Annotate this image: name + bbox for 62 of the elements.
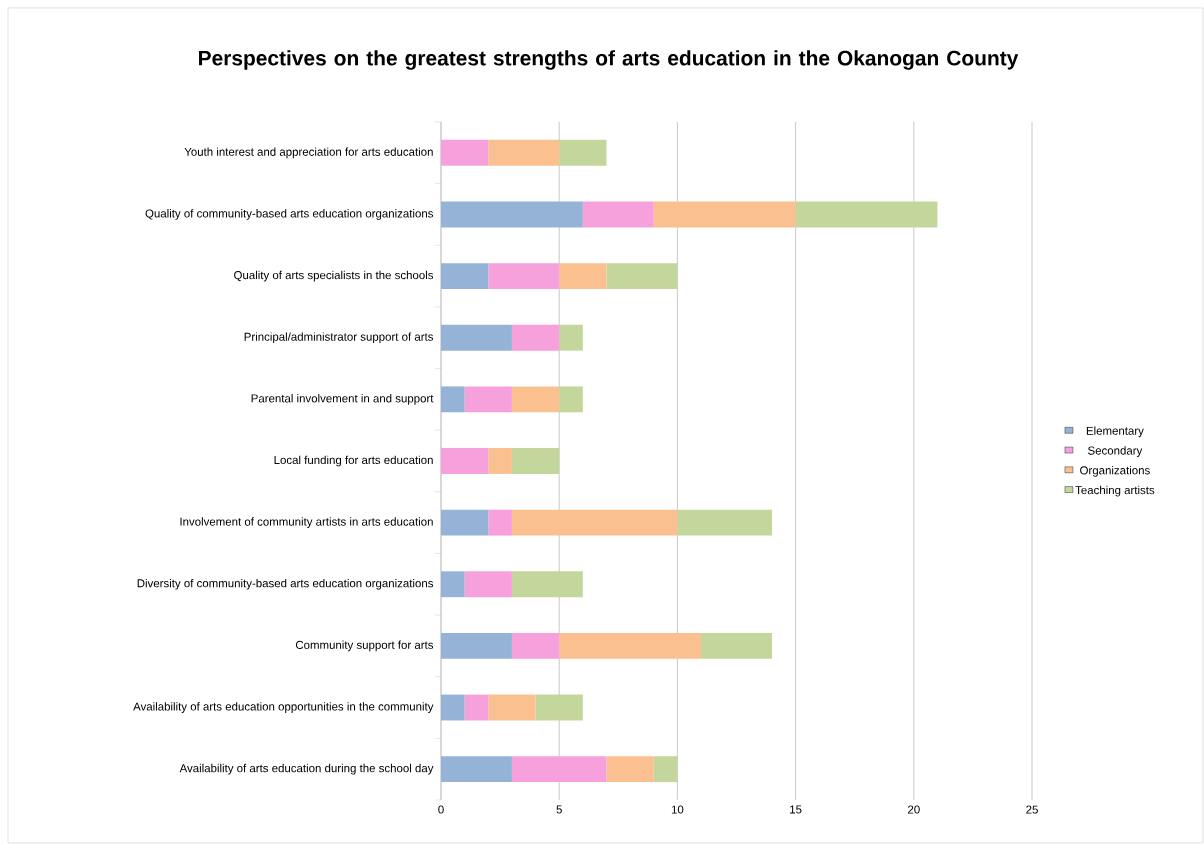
bar bbox=[511, 756, 607, 783]
bar bbox=[488, 448, 512, 474]
bar bbox=[606, 263, 678, 290]
y-tick-label: Parental involvement in and support bbox=[251, 394, 434, 405]
bar bbox=[441, 139, 489, 166]
bar bbox=[511, 509, 678, 536]
x-tick-label: 15 bbox=[790, 805, 802, 814]
y-tick-label: Community support for arts bbox=[295, 640, 434, 652]
bar bbox=[464, 386, 512, 413]
bar bbox=[559, 324, 583, 351]
y-tick-label: Involvement of community artists in arts education bbox=[180, 517, 433, 528]
bar bbox=[441, 263, 489, 290]
bar bbox=[441, 571, 465, 598]
y-tick-label: Availability of arts education opportunities in the community bbox=[133, 702, 434, 713]
bar bbox=[511, 571, 583, 598]
bar bbox=[511, 324, 560, 351]
bar bbox=[441, 756, 512, 783]
legend-label: Secondary bbox=[1088, 446, 1143, 457]
bar bbox=[559, 632, 702, 659]
bar bbox=[441, 386, 465, 413]
bar bbox=[441, 632, 512, 659]
bar bbox=[511, 632, 560, 659]
bar bbox=[511, 448, 560, 474]
x-tick-label: 10 bbox=[671, 805, 684, 814]
y-tick-label: Availability of arts education during the school day bbox=[179, 763, 434, 775]
legend-label: Elementary bbox=[1086, 426, 1144, 438]
bar bbox=[441, 324, 512, 351]
bar bbox=[701, 632, 772, 659]
bar bbox=[653, 201, 796, 228]
chart-title: Perspectives on the greatest strengths of arts education in the Okanogan County bbox=[199, 50, 1019, 70]
bar bbox=[488, 139, 560, 166]
bar bbox=[441, 509, 489, 536]
bar bbox=[677, 509, 772, 536]
legend-label: Organizations bbox=[1080, 465, 1150, 477]
bar bbox=[559, 139, 607, 166]
y-tick-label: Quality of arts specialists in the schools bbox=[234, 270, 434, 282]
bar bbox=[488, 694, 536, 721]
bar bbox=[559, 263, 607, 290]
y-tick-label: Principal/administrator support of arts bbox=[244, 332, 434, 344]
y-tick-label: Quality of community-based arts education organizations bbox=[145, 209, 434, 220]
bar bbox=[464, 571, 512, 598]
bar bbox=[653, 756, 678, 783]
y-tick-label: Youth interest and appreciation for arts education bbox=[184, 147, 433, 159]
x-tick-label: 20 bbox=[908, 805, 920, 814]
legend-label: Teaching artists bbox=[1075, 485, 1155, 497]
bar bbox=[559, 386, 583, 413]
bar bbox=[535, 694, 583, 721]
y-tick-label: Local funding for arts education bbox=[274, 455, 433, 467]
y-tick-label: Diversity of community-based arts education organizations bbox=[137, 578, 434, 590]
x-tick-label: 5 bbox=[556, 805, 562, 814]
bar bbox=[488, 509, 512, 536]
bar bbox=[441, 201, 583, 228]
bar bbox=[488, 263, 560, 290]
bar bbox=[582, 201, 654, 228]
x-tick-label: 0 bbox=[438, 805, 444, 814]
bar bbox=[441, 448, 489, 474]
bar bbox=[606, 756, 654, 783]
bar bbox=[795, 201, 938, 228]
bar bbox=[464, 694, 489, 721]
bar bbox=[441, 694, 465, 721]
x-tick-label: 25 bbox=[1026, 805, 1038, 814]
bar bbox=[511, 386, 560, 413]
